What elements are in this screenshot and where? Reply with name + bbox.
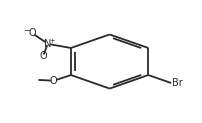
Text: +: + (49, 38, 55, 44)
Text: Br: Br (171, 78, 182, 88)
Text: O: O (40, 51, 47, 61)
Text: N: N (44, 39, 51, 49)
Text: O: O (50, 76, 57, 86)
Text: −: − (23, 26, 30, 36)
Text: O: O (28, 28, 36, 38)
